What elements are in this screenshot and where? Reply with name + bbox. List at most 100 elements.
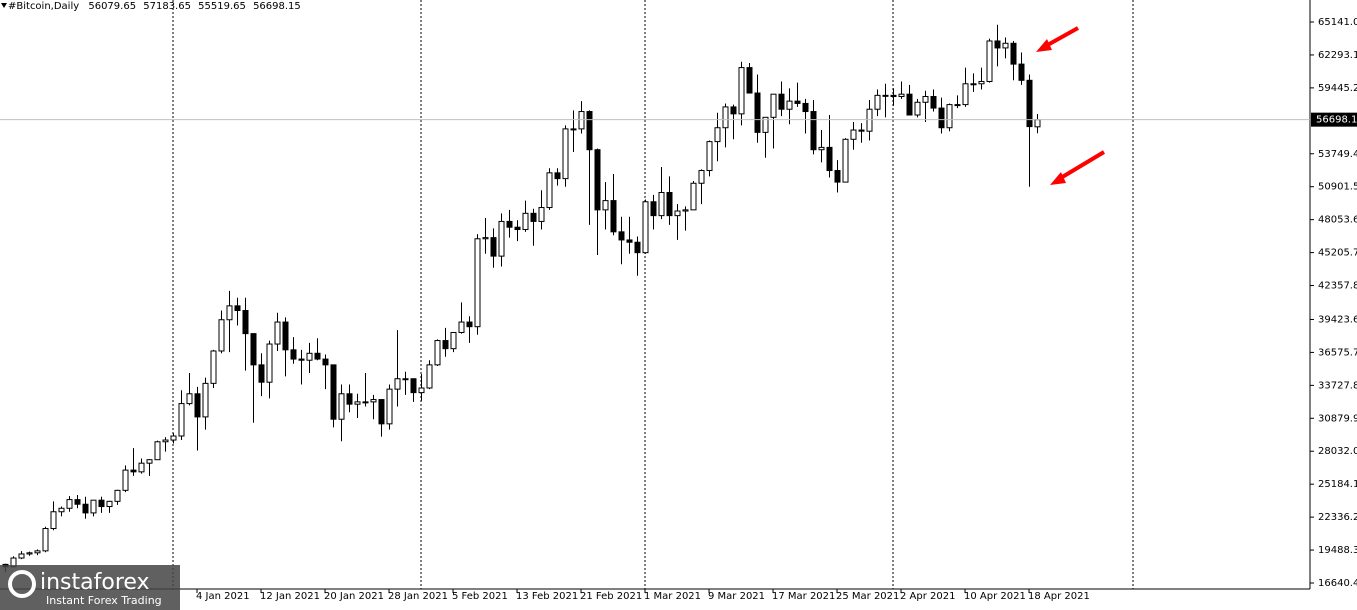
candle-body	[778, 93, 785, 110]
arrow-head	[1036, 39, 1052, 52]
candle-body	[50, 511, 57, 530]
candle-body	[722, 106, 729, 129]
candle-body	[274, 321, 281, 345]
candle-body	[314, 352, 321, 360]
candle-body	[122, 469, 129, 491]
x-tick-label: 2 Apr 2021	[900, 591, 955, 602]
candle-body	[810, 111, 817, 151]
candle-body	[834, 170, 841, 183]
candle-body	[210, 350, 217, 384]
candle-body	[650, 201, 657, 217]
y-tick-label: 16640.40	[1318, 578, 1357, 589]
y-tick-label: 48053.60	[1318, 215, 1357, 226]
candle-body	[714, 127, 721, 143]
candle-body	[738, 67, 745, 115]
candle-body	[426, 364, 433, 389]
price-label: 56698.15	[1316, 115, 1357, 126]
candle-body	[914, 101, 921, 116]
symbol: #Bitcoin,Daily	[8, 1, 79, 12]
candle-body	[682, 209, 689, 212]
candle-body	[634, 241, 641, 254]
candle-body	[386, 388, 393, 425]
candle-body	[698, 170, 705, 184]
header-high: 57183.65	[143, 1, 191, 12]
candle-body	[898, 93, 905, 98]
y-tick-label: 53749.40	[1318, 149, 1357, 160]
header-open: 56079.65	[88, 1, 136, 12]
candle-body	[954, 104, 961, 107]
candle-body	[250, 333, 257, 366]
candle-body	[282, 321, 289, 351]
x-tick-label: 21 Feb 2021	[580, 591, 642, 602]
y-tick-label: 22336.20	[1318, 512, 1357, 523]
y-tick-label: 65141.00	[1318, 17, 1357, 28]
candle-body	[290, 349, 297, 360]
candle-body	[466, 321, 473, 328]
candle-body	[202, 382, 209, 418]
x-tick-label: 10 Apr 2021	[964, 591, 1026, 602]
candle-body	[762, 116, 769, 133]
x-tick-label: 13 Feb 2021	[516, 591, 578, 602]
candle-body	[586, 111, 593, 151]
x-tick-label: 5 Feb 2021	[452, 591, 508, 602]
candle-body	[930, 96, 937, 109]
candle-body	[642, 201, 649, 254]
candle-body	[554, 172, 561, 180]
arrow	[1043, 26, 1079, 49]
candle-body	[690, 182, 697, 211]
candle-body	[42, 528, 49, 552]
candle-body	[770, 93, 777, 118]
arrow-head	[1050, 172, 1066, 185]
candle-body	[242, 309, 249, 335]
y-tick-label: 62293.10	[1318, 50, 1357, 61]
x-tick-label: 25 Mar 2021	[836, 591, 899, 602]
candle-body	[754, 92, 761, 133]
candle-body	[354, 401, 361, 405]
watermark-box	[0, 565, 180, 610]
candle-body	[490, 237, 497, 257]
candle-body	[370, 399, 377, 403]
plot	[2, 24, 1041, 572]
candle-body	[146, 459, 153, 464]
candle-body	[482, 237, 489, 240]
candle-body	[850, 129, 857, 140]
y-tick-label: 25184.10	[1318, 479, 1357, 490]
candle-body	[346, 393, 353, 405]
candle-body	[890, 94, 897, 98]
candle-body	[154, 441, 161, 461]
candle-body	[938, 107, 945, 129]
candle-body	[602, 200, 609, 211]
candle-body	[450, 331, 457, 350]
candle-body	[658, 192, 665, 217]
candle-body	[258, 364, 265, 383]
x-tick-label: 4 Jan 2021	[196, 591, 250, 602]
candle-body	[34, 550, 41, 554]
candle-body	[818, 146, 825, 151]
candle-body	[546, 172, 553, 209]
x-tick-label: 18 Apr 2021	[1028, 591, 1090, 602]
y-tick-label: 45205.70	[1318, 248, 1357, 259]
candle-body	[186, 393, 193, 405]
candle-body	[106, 500, 113, 508]
candle-body	[666, 192, 673, 217]
candle-body	[234, 305, 241, 311]
candle-body	[114, 489, 121, 502]
candle-body	[794, 100, 801, 104]
candle-body	[226, 305, 233, 321]
candle-body	[298, 358, 305, 361]
candle-body	[1002, 42, 1009, 49]
candle-body	[434, 340, 441, 366]
candle-body	[674, 210, 681, 217]
candle-body	[74, 499, 81, 505]
arrow	[1057, 150, 1106, 181]
candle-body	[474, 238, 481, 328]
x-tick-label: 17 Mar 2021	[772, 591, 835, 602]
candle-body	[786, 100, 793, 110]
candle-body	[1034, 119, 1041, 128]
candle-body	[882, 94, 889, 97]
candle-body	[826, 146, 833, 172]
candle-body	[514, 226, 521, 231]
candle-body	[98, 499, 105, 508]
